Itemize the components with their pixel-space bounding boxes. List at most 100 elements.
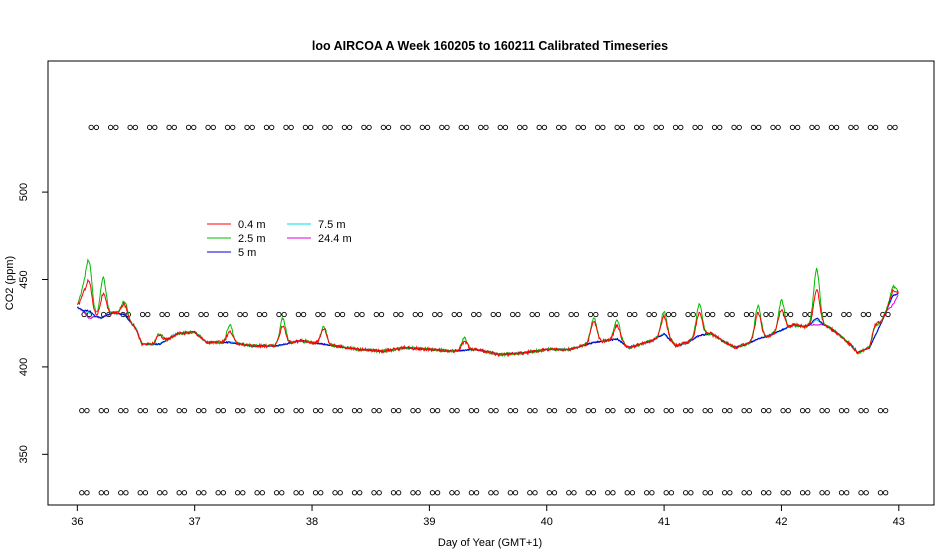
marker-point bbox=[668, 407, 675, 414]
marker-point bbox=[710, 311, 716, 318]
marker-point bbox=[142, 490, 149, 496]
marker-point bbox=[727, 407, 733, 414]
marker-point bbox=[312, 490, 319, 496]
marker-point bbox=[826, 311, 833, 318]
marker-point bbox=[536, 124, 542, 131]
marker-point bbox=[883, 490, 889, 496]
marker-point bbox=[259, 407, 265, 414]
marker-point bbox=[279, 407, 285, 414]
marker-point bbox=[488, 407, 494, 414]
marker-point bbox=[571, 490, 577, 496]
marker-point bbox=[711, 124, 718, 131]
marker-point bbox=[132, 124, 138, 131]
marker-point bbox=[512, 407, 519, 414]
marker-point bbox=[566, 490, 572, 496]
x-tick-label: 40 bbox=[541, 516, 553, 528]
marker-point bbox=[488, 490, 494, 496]
legend-label: 0.4 m bbox=[238, 219, 266, 231]
marker-point bbox=[215, 407, 221, 414]
marker-point bbox=[220, 407, 226, 414]
marker-point bbox=[527, 490, 533, 496]
marker-point bbox=[649, 490, 655, 496]
x-axis: 36 37 38 39 40 41 42 43 bbox=[71, 505, 905, 528]
marker-point bbox=[103, 490, 110, 496]
marker-point bbox=[201, 490, 207, 496]
marker-point bbox=[768, 311, 774, 318]
marker-point bbox=[196, 407, 202, 414]
marker-point bbox=[860, 311, 866, 318]
marker-point bbox=[385, 124, 392, 131]
marker-point bbox=[838, 490, 845, 496]
marker-point bbox=[79, 490, 85, 496]
marker-point bbox=[157, 490, 163, 496]
marker-point bbox=[273, 407, 280, 414]
marker-point bbox=[79, 407, 85, 414]
marker-point bbox=[185, 124, 192, 131]
marker-point bbox=[653, 124, 659, 131]
marker-point bbox=[892, 124, 898, 131]
marker-point bbox=[127, 124, 133, 131]
marker-point bbox=[451, 311, 457, 318]
marker-point bbox=[223, 311, 229, 318]
legend-label: 5 m bbox=[238, 247, 256, 259]
marker-point bbox=[546, 490, 552, 496]
marker-point bbox=[249, 124, 255, 131]
marker-point bbox=[532, 490, 538, 496]
marker-point bbox=[867, 124, 874, 131]
marker-point bbox=[507, 490, 513, 496]
marker-point bbox=[838, 407, 845, 414]
marker-point bbox=[590, 490, 597, 496]
marker-point bbox=[300, 311, 307, 318]
marker-point bbox=[502, 124, 509, 131]
marker-point bbox=[176, 407, 182, 414]
marker-point bbox=[240, 490, 246, 496]
marker-point bbox=[201, 407, 207, 414]
marker-point bbox=[351, 407, 358, 414]
marker-point bbox=[629, 407, 636, 414]
marker-point bbox=[478, 124, 484, 131]
x-tick-label: 39 bbox=[423, 516, 435, 528]
marker-point bbox=[688, 407, 694, 414]
marker-point bbox=[571, 407, 577, 414]
x-axis-label: Day of Year (GMT+1) bbox=[438, 537, 542, 549]
legend-label: 7.5 m bbox=[318, 219, 346, 231]
marker-point bbox=[334, 311, 341, 318]
marker-point bbox=[678, 124, 684, 131]
marker-point bbox=[546, 407, 552, 414]
marker-point bbox=[566, 407, 572, 414]
marker-point bbox=[318, 490, 324, 496]
marker-point bbox=[610, 490, 616, 496]
marker-point bbox=[646, 311, 652, 318]
marker-point bbox=[785, 407, 791, 414]
marker-point bbox=[551, 407, 558, 414]
marker-point bbox=[137, 407, 143, 414]
marker-point bbox=[468, 490, 475, 496]
marker-point bbox=[561, 124, 567, 131]
marker-point bbox=[444, 124, 450, 131]
y-tick-label: 400 bbox=[18, 358, 30, 376]
marker-point bbox=[327, 124, 333, 131]
marker-point bbox=[717, 124, 723, 131]
marker-point bbox=[639, 124, 645, 131]
marker-point bbox=[746, 407, 752, 414]
marker-point bbox=[741, 490, 747, 496]
marker-point bbox=[805, 407, 811, 414]
marker-point bbox=[279, 490, 285, 496]
x-tick-label: 43 bbox=[893, 516, 905, 528]
marker-point bbox=[872, 124, 879, 131]
legend-label: 24.4 m bbox=[318, 233, 352, 245]
marker-point bbox=[322, 124, 328, 131]
marker-point bbox=[833, 124, 840, 131]
marker-point bbox=[288, 124, 294, 131]
marker-point bbox=[799, 407, 806, 414]
x-tick-label: 42 bbox=[775, 516, 787, 528]
marker-point bbox=[400, 124, 406, 131]
marker-point bbox=[196, 490, 202, 496]
marker-point bbox=[437, 311, 443, 318]
marker-point bbox=[332, 490, 338, 496]
marker-point bbox=[410, 407, 416, 414]
marker-point bbox=[339, 311, 346, 318]
marker-point bbox=[587, 311, 594, 318]
marker-point bbox=[683, 490, 689, 496]
marker-point bbox=[98, 407, 104, 414]
